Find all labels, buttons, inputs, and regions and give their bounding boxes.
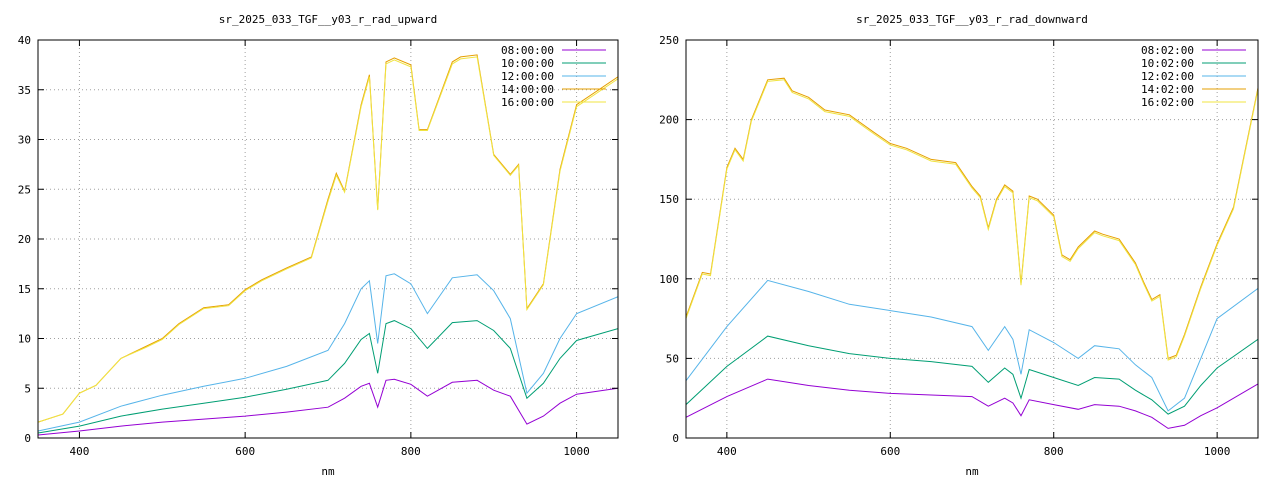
x-axis-label: nm — [965, 465, 979, 478]
chart-title: sr_2025_033_TGF__y03_r_rad_downward — [856, 13, 1088, 26]
y-tick-label: 150 — [659, 193, 679, 206]
series-line-080200 — [686, 378, 1258, 429]
y-tick-label: 40 — [18, 34, 31, 47]
legend-label: 16:02:00 — [1141, 96, 1194, 109]
x-tick-label: 600 — [235, 445, 255, 458]
series-line-100200 — [686, 335, 1258, 415]
y-tick-label: 30 — [18, 134, 31, 147]
y-tick-label: 35 — [18, 84, 31, 97]
chart-panel-1: 400 600 800 1000 0 5 10 15 20 25 30 35 40 sr_2025_033… — [18, 13, 619, 478]
y-tick-label: 25 — [18, 183, 31, 196]
legend-label: 10:02:00 — [1141, 57, 1194, 70]
y-tick-label: 10 — [18, 333, 31, 346]
y-tick-label: 20 — [18, 233, 31, 246]
plot-frame — [685, 39, 1259, 439]
y-tick-label: 200 — [659, 114, 679, 127]
series-line-140200 — [686, 77, 1258, 360]
series-line-080000 — [38, 378, 618, 436]
x-axis-label: nm — [321, 465, 335, 478]
x-tick-label: 1000 — [563, 445, 590, 458]
series-line-160200 — [686, 79, 1258, 361]
legend-label: 12:02:00 — [1141, 70, 1194, 83]
x-tick-label: 400 — [717, 445, 737, 458]
legend-label: 16:00:00 — [501, 96, 554, 109]
legend-label: 14:00:00 — [501, 83, 554, 96]
legend-label: 08:00:00 — [501, 44, 554, 57]
chart-panel-2: 400 600 800 1000 0 50 100 150 200 250 sr_2025_033_… — [659, 13, 1259, 478]
series-line-120000 — [38, 273, 618, 432]
series-line-160000 — [38, 56, 618, 423]
legend-label: 14:02:00 — [1141, 83, 1194, 96]
y-tick-label: 15 — [18, 283, 31, 296]
x-tick-label: 800 — [401, 445, 421, 458]
x-tick-label: 400 — [69, 445, 89, 458]
y-tick-label: 100 — [659, 273, 679, 286]
x-tick-label: 600 — [880, 445, 900, 458]
legend-label: 08:02:00 — [1141, 44, 1194, 57]
series-line-120200 — [686, 279, 1258, 412]
series-line-100000 — [38, 320, 618, 434]
y-tick-label: 0 — [24, 432, 31, 445]
y-tick-label: 250 — [659, 34, 679, 47]
x-tick-label: 1000 — [1204, 445, 1231, 458]
series-line-140000 — [38, 54, 618, 423]
y-tick-label: 5 — [24, 382, 31, 395]
legend-label: 12:00:00 — [501, 70, 554, 83]
y-tick-label: 0 — [672, 432, 679, 445]
y-tick-label: 50 — [666, 352, 679, 365]
x-tick-label: 800 — [1044, 445, 1064, 458]
chart-title: sr_2025_033_TGF__y03_r_rad_upward — [219, 13, 438, 26]
legend-label: 10:00:00 — [501, 57, 554, 70]
